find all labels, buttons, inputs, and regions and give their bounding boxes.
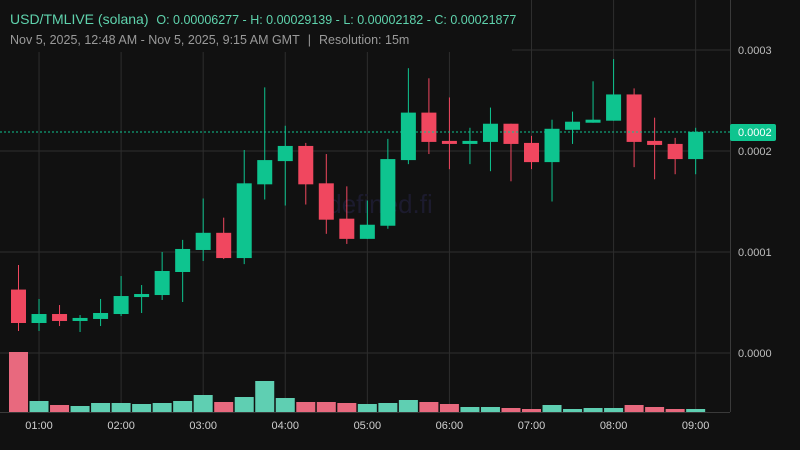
volume-bar (460, 407, 480, 412)
candle-body (113, 296, 129, 315)
volume-bar (665, 409, 685, 412)
y-tick-label: 0.0003 (738, 45, 772, 57)
candle-body (134, 294, 150, 298)
volume-bar (50, 405, 70, 412)
volume-bar (645, 407, 665, 412)
candle-body (154, 270, 170, 296)
candle-body (585, 119, 601, 123)
axes: 0.0003 0.0002 0.0001 0.0000 01:00 02:00 03:00 0… (0, 0, 776, 432)
last-price-tag (730, 124, 776, 142)
volume-bar (542, 405, 562, 412)
x-tick-label: 08:00 (600, 420, 628, 432)
candle-body (688, 131, 704, 160)
candle-body (359, 224, 375, 239)
candle-body (257, 160, 273, 185)
watermark: defined.fi (327, 189, 433, 219)
volume-bar (316, 402, 336, 412)
candle-body (11, 289, 26, 324)
candle-body (667, 143, 683, 160)
separator: | (307, 33, 311, 47)
volume-bar (9, 352, 28, 412)
candle-body (524, 142, 539, 163)
candle-body (72, 317, 88, 321)
volume-bar (173, 401, 193, 412)
volume-bar (563, 409, 583, 412)
candle-body (52, 314, 68, 321)
candle-body (93, 313, 109, 319)
x-tick-label: 09:00 (682, 420, 710, 432)
legend-title: USD/TMLIVE (solana) O: 0.00006277 - H: 0… (10, 11, 516, 27)
candle-body (606, 94, 622, 121)
candle-body (277, 145, 293, 162)
resolution: Resolution: 15m (318, 33, 410, 47)
x-tick-label: 03:00 (189, 420, 217, 432)
volume-bar (501, 408, 521, 412)
x-tick-label: 05:00 (354, 420, 382, 432)
volume-bar (91, 403, 111, 412)
volume-bars (9, 352, 706, 412)
volume-bar (296, 402, 316, 412)
volume-bar (419, 402, 439, 412)
candle-body (626, 94, 642, 142)
volume-bar (583, 408, 603, 412)
candle-body (482, 123, 498, 142)
candle-body (544, 128, 560, 163)
chart-header: USD/TMLIVE (solana) O: 0.00006277 - H: 0… (0, 0, 516, 52)
x-tick-label: 02:00 (107, 420, 135, 432)
x-tick-label: 07:00 (518, 420, 546, 432)
candle-body (503, 123, 519, 144)
date-range: Nov 5, 2025, 12:48 AM - Nov 5, 2025, 9:1… (10, 33, 300, 47)
volume-bar (624, 405, 644, 412)
candle-body (175, 248, 191, 272)
y-tick-label: 0.0000 (738, 348, 772, 360)
volume-bar (357, 404, 377, 412)
candle-body (216, 232, 232, 259)
volume-bar (255, 381, 275, 412)
volume-bar (234, 397, 254, 412)
x-tick-label: 06:00 (436, 420, 464, 432)
candle-body (441, 140, 457, 144)
candle-body (462, 140, 478, 144)
volume-bar (29, 401, 49, 412)
volume-bar (132, 404, 152, 412)
candle-body (298, 145, 314, 185)
candle-body (31, 314, 47, 324)
x-tick-label: 04:00 (271, 420, 299, 432)
volume-bar (686, 409, 706, 412)
volume-bar (604, 408, 624, 412)
candle-body (400, 112, 416, 161)
volume-bar (337, 403, 357, 412)
candle-body (339, 218, 355, 239)
last-price-label: 0.0002 (738, 127, 772, 139)
volume-bar (214, 402, 234, 412)
x-tick-label: 01:00 (25, 420, 53, 432)
volume-bar (275, 398, 295, 412)
volume-bar (378, 403, 398, 412)
candle-body (565, 121, 581, 130)
candle-body (236, 183, 252, 259)
y-tick-label: 0.0001 (738, 247, 772, 259)
volume-bar (111, 403, 131, 412)
pair-name: USD/TMLIVE (solana) (10, 11, 149, 27)
volume-bar (439, 404, 459, 412)
volume-bar (522, 409, 541, 412)
volume-bar (70, 406, 90, 412)
candle-body (380, 159, 396, 226)
candles (11, 59, 704, 332)
volume-bar (398, 400, 418, 412)
candle-body (195, 232, 211, 250)
legend-subtitle: Nov 5, 2025, 12:48 AM - Nov 5, 2025, 9:1… (10, 33, 409, 47)
candle-body (318, 183, 334, 220)
y-tick-label: 0.0002 (738, 146, 772, 158)
volume-bar (193, 395, 213, 412)
candle-body (647, 140, 663, 145)
volume-bar (152, 403, 172, 412)
candle-body (421, 112, 437, 142)
ohlc-values: O: 0.00006277 - H: 0.00029139 - L: 0.000… (156, 13, 517, 27)
volume-bar (480, 407, 500, 412)
